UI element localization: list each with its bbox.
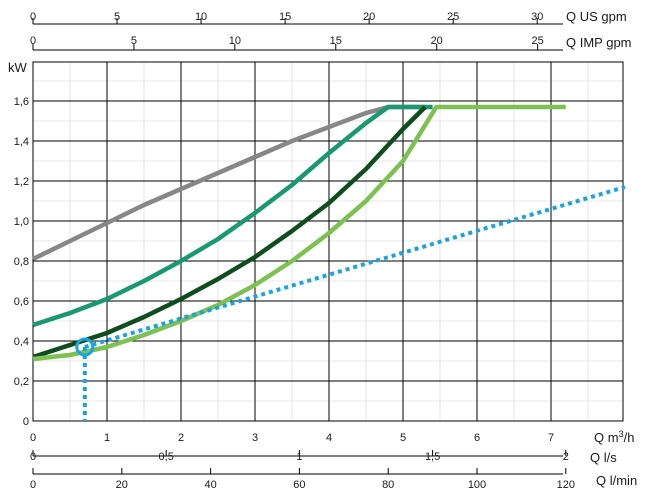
x-axis-title: Q m3/h [594,429,634,445]
secondary-axis-title: Q l/min [596,473,637,488]
secondary-axis-title: Q US gpm [566,9,627,24]
secondary-axis-tick-label: 10 [195,11,207,23]
power-curve-series-3 [32,105,427,360]
x-tick-label: 4 [326,432,332,444]
secondary-axis-tick-label: 0 [30,479,36,491]
grid-minor [33,62,623,421]
secondary-axis-tick-label: 25 [531,35,543,47]
secondary-axis-tick-label: 0,5 [159,451,174,463]
power-curve-series-1 [32,104,426,262]
x-ticks: 0 1 2 3 4 5 6 7 [30,432,554,444]
y-tick-label: 1,0 [14,216,29,228]
secondary-axis-tick-label: 0 [30,11,36,23]
x-tick-label: 3 [252,432,258,444]
secondary-axis-tick-label: 80 [382,479,394,491]
secondary-axis-tick-label: 5 [131,35,137,47]
secondary-axis-tick-label: 0 [30,35,36,47]
x-tick-label: 1 [104,432,110,444]
secondary-axis-tick-label: 20 [363,11,375,23]
secondary-axis-tick-label: 30 [531,11,543,23]
secondary-axis-tick-label: 2 [563,451,569,463]
plot-frame [32,61,624,422]
secondary-axis-tick-label: 0 [30,451,36,463]
y-axis-title: kW [8,60,28,75]
secondary-axis-tick-label: 40 [204,479,216,491]
secondary-axis-tick-label: 1,5 [425,451,440,463]
secondary-axis-tick-label: 5 [114,11,120,23]
y-tick-label: 1,4 [14,136,29,148]
x-tick-label: 2 [178,432,184,444]
series-group [32,104,566,362]
y-tick-label: 1,6 [14,96,29,108]
power-curve-series-2 [32,104,433,328]
y-tick-label: 0,6 [14,296,29,308]
secondary-axis-tick-label: 120 [557,479,575,491]
y-tick-label: 0 [23,416,29,428]
x-tick-label: 6 [474,432,480,444]
operating-point-marker [75,337,95,357]
y-ticks: 0 0,2 0,4 0,6 0,8 1,0 1,2 1,4 1,6 [14,96,29,428]
secondary-axis-tick-label: 25 [447,11,459,23]
y-tick-label: 0,8 [14,256,29,268]
secondary-axis-title: Q IMP gpm [566,35,632,50]
secondary-axis-tick-label: 20 [116,479,128,491]
secondary-axis-tick-label: 15 [279,11,291,23]
x-tick-label: 5 [400,432,406,444]
secondary-axis-tick-label: 1 [296,451,302,463]
secondary-axis-tick-label: 100 [468,479,486,491]
y-tick-label: 0,2 [14,376,29,388]
secondary-axis-tick-label: 20 [431,35,443,47]
system-curve-group [75,185,626,421]
y-tick-label: 0,4 [14,336,29,348]
y-tick-label: 1,2 [14,176,29,188]
x-tick-label: 0 [30,432,36,444]
secondary-axis-tick-label: 10 [229,35,241,47]
grid-major [33,62,623,421]
secondary-axis-tick-label: 60 [293,479,305,491]
x-tick-label: 7 [548,432,554,444]
secondary-axis-tick-label: 15 [330,35,342,47]
system-curve [84,185,626,349]
secondary-axis-title: Q l/s [590,450,617,465]
power-curve-series-4 [32,104,566,362]
